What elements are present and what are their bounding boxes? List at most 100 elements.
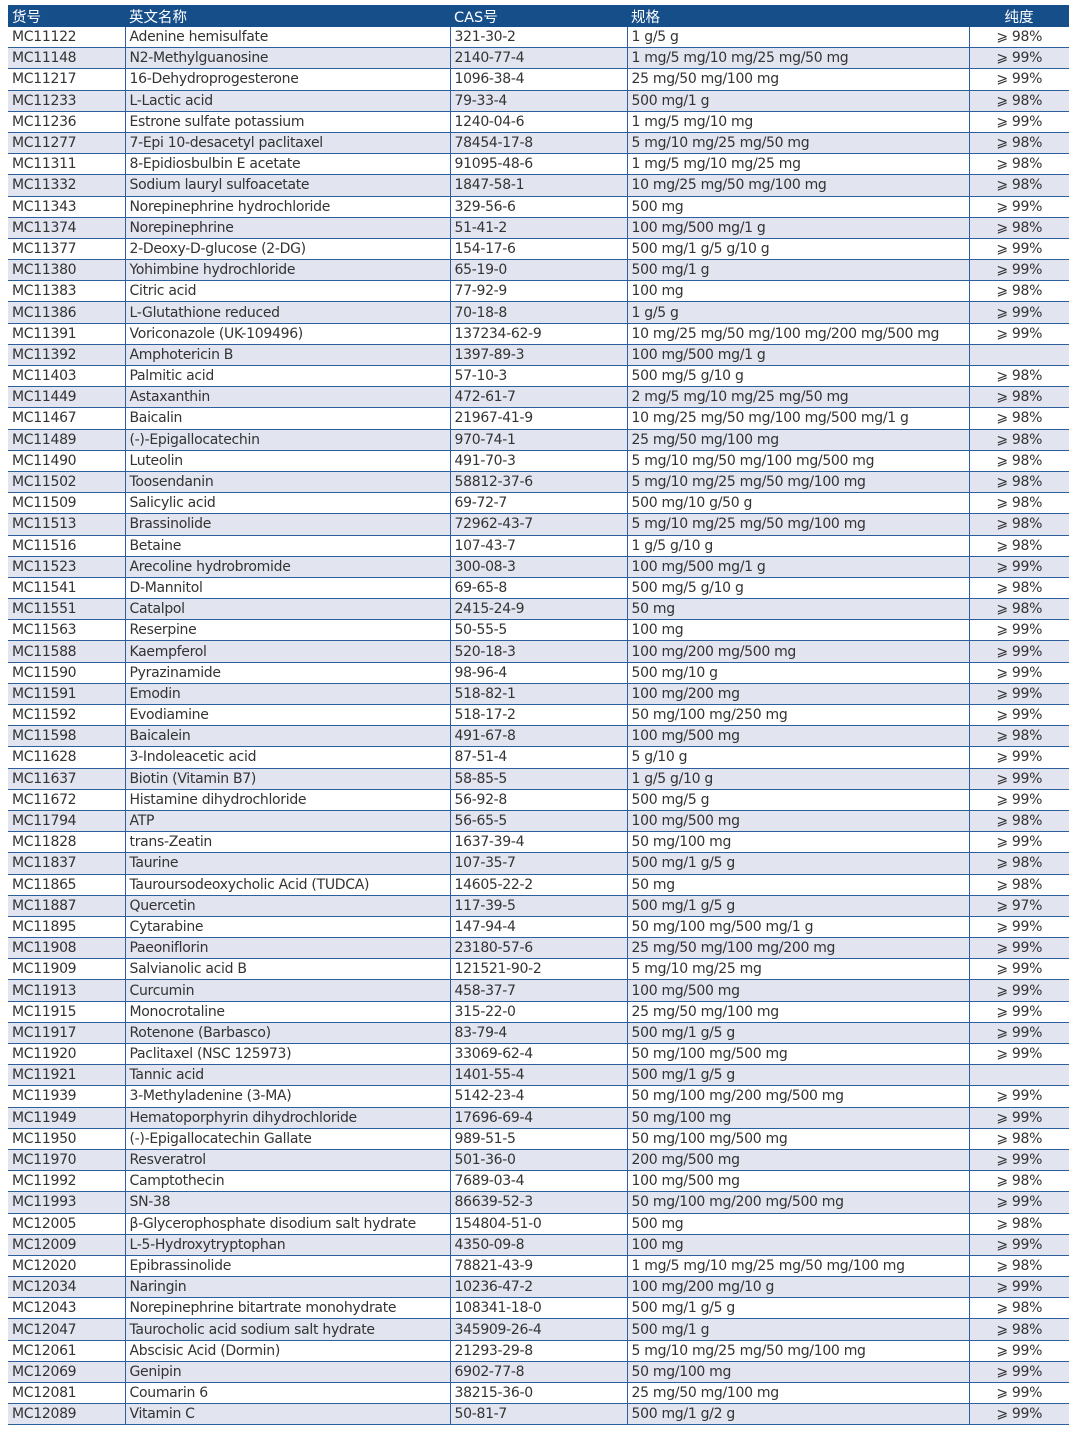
table-row: MC12034 Naringin 10236-47-2 100 mg/200 mg/1… [8,1276,1069,1299]
cell-cas-no: 65-19-0 [449,259,627,282]
cell-specification: 10 mg/25 mg/50 mg/100 mg/200 mg/500 mg [626,323,969,345]
cell-cas-no: 69-65-8 [449,577,627,600]
cell-english-name: β-Glycerophosphate disodium salt hydrate [124,1213,450,1235]
cell-catalog-no: MC11598 [8,725,125,748]
cell-cas-no: 83-79-4 [449,1022,627,1045]
cell-specification: 500 mg [626,1213,969,1235]
table-row: MC11672 Histamine dihydrochloride 56-92-8 5… [8,789,1069,811]
cell-catalog-no: MC11909 [8,958,125,981]
cell-purity: ⩾ 99% [968,301,1069,324]
cell-cas-no: 70-18-8 [449,301,627,324]
table-row: MC12020 Epibrassinolide 78821-43-9 1 mg/5 m… [8,1255,1069,1278]
cell-cas-no: 154-17-6 [449,238,627,261]
cell-cas-no: 78454-17-8 [449,132,627,155]
cell-purity: ⩾ 98% [968,365,1069,388]
cell-specification: 5 mg/10 mg/25 mg/50 mg/100 mg [626,1340,969,1362]
cell-purity: ⩾ 98% [968,513,1069,536]
cell-english-name: Salvianolic acid B [124,958,450,981]
cell-english-name: Baicalein [124,725,450,748]
cell-purity: ⩾ 99% [968,640,1069,663]
cell-catalog-no: MC11236 [8,111,125,133]
cell-purity: ⩾ 99% [968,1043,1069,1066]
cell-purity: ⩾ 98% [968,429,1069,451]
cell-catalog-no: MC11391 [8,323,125,345]
cell-cas-no: 77-92-9 [449,280,627,303]
cell-specification: 100 mg/500 mg/1 g [626,556,969,578]
cell-specification: 5 mg/10 mg/25 mg/50 mg [626,132,969,155]
cell-cas-no: 501-36-0 [449,1149,627,1172]
cell-specification: 5 mg/10 mg/25 mg/50 mg/100 mg [626,471,969,494]
cell-catalog-no: MC11939 [8,1085,125,1108]
cell-cas-no: 58-85-5 [449,768,627,790]
cell-english-name: Tauroursodeoxycholic Acid (TUDCA) [124,874,450,896]
table-row: MC12081 Coumarin 6 38215-36-0 25 mg/50 mg/1… [8,1382,1069,1405]
cell-purity: ⩾ 99% [968,662,1069,684]
cell-catalog-no: MC11489 [8,429,125,451]
cell-purity [968,344,1069,367]
cell-catalog-no: MC12061 [8,1340,125,1362]
cell-english-name: Taurine [124,852,450,875]
cell-specification: 100 mg/500 mg [626,810,969,833]
cell-catalog-no: MC12081 [8,1382,125,1405]
table-row: MC11908 Paeoniflorin 23180-57-6 25 mg/50 mg… [8,937,1069,960]
cell-purity: ⩾ 99% [968,1403,1069,1426]
table-row: MC12047 Taurocholic acid sodium salt hydr… [8,1318,1069,1341]
cell-cas-no: 78821-43-9 [449,1255,627,1278]
cell-catalog-no: MC12005 [8,1213,125,1235]
cell-specification: 100 mg/500 mg [626,979,969,1002]
cell-english-name: Tannic acid [124,1064,450,1087]
cell-catalog-no: MC12069 [8,1361,125,1384]
cell-specification: 100 mg [626,280,969,303]
cell-specification: 500 mg/1 g/5 g [626,1022,969,1045]
cell-purity: ⩾ 99% [968,556,1069,578]
cell-cas-no: 51-41-2 [449,217,627,239]
cell-cas-no: 38215-36-0 [449,1382,627,1405]
cell-cas-no: 56-92-8 [449,789,627,811]
cell-catalog-no: MC11590 [8,662,125,684]
cell-cas-no: 520-18-3 [449,640,627,663]
cell-specification: 5 mg/10 mg/25 mg/50 mg/100 mg [626,513,969,536]
cell-specification: 500 mg [626,196,969,218]
cell-english-name: Kaempferol [124,640,450,663]
table-row: MC11217 16-Dehydroprogesterone 1096-38-4 25… [8,68,1069,91]
cell-purity: ⩾ 98% [968,153,1069,176]
table-row: MC11392 Amphotericin B 1397-89-3 100 mg/500… [8,344,1069,367]
cell-english-name: Resveratrol [124,1149,450,1172]
cell-specification: 10 mg/25 mg/50 mg/100 mg [626,174,969,197]
cell-purity: ⩾ 98% [968,810,1069,833]
table-row: MC11332 Sodium lauryl sulfoacetate 1847-58… [8,174,1069,197]
cell-purity: ⩾ 98% [968,1318,1069,1341]
cell-catalog-no: MC12020 [8,1255,125,1278]
cell-english-name: L-5-Hydroxytryptophan [124,1234,450,1256]
cell-purity: ⩾ 99% [968,1234,1069,1256]
cell-specification: 1 g/5 g/10 g [626,535,969,557]
cell-cas-no: 107-43-7 [449,535,627,557]
cell-catalog-no: MC12034 [8,1276,125,1299]
cell-cas-no: 329-56-6 [449,196,627,218]
cell-specification: 500 mg/1 g [626,1318,969,1341]
cell-catalog-no: MC11392 [8,344,125,367]
cell-catalog-no: MC11467 [8,407,125,430]
cell-english-name: Baicalin [124,407,450,430]
cell-catalog-no: MC11449 [8,386,125,409]
cell-catalog-no: MC11380 [8,259,125,282]
table-row: MC11541 D-Mannitol 69-65-8 500 mg/5 g/10 g ⩾… [8,577,1069,600]
cell-catalog-no: MC11828 [8,831,125,854]
cell-catalog-no: MC11563 [8,619,125,642]
cell-purity: ⩾ 99% [968,1191,1069,1214]
cell-cas-no: 7689-03-4 [449,1170,627,1193]
cell-catalog-no: MC11383 [8,280,125,303]
cell-specification: 100 mg/200 mg [626,683,969,706]
table-row: MC11950 (-)-Epigallocatechin Gallate 989-5… [8,1128,1069,1150]
cell-purity: ⩾ 99% [968,1340,1069,1362]
cell-english-name: Paclitaxel (NSC 125973) [124,1043,450,1066]
cell-catalog-no: MC11917 [8,1022,125,1045]
cell-cas-no: 121521-90-2 [449,958,627,981]
cell-english-name: (-)-Epigallocatechin [124,429,450,451]
cell-cas-no: 458-37-7 [449,979,627,1002]
cell-catalog-no: MC11865 [8,874,125,896]
cell-specification: 5 mg/10 mg/25 mg [626,958,969,981]
cell-cas-no: 21293-29-8 [449,1340,627,1362]
cell-specification: 100 mg [626,1234,969,1256]
cell-cas-no: 154804-51-0 [449,1213,627,1235]
